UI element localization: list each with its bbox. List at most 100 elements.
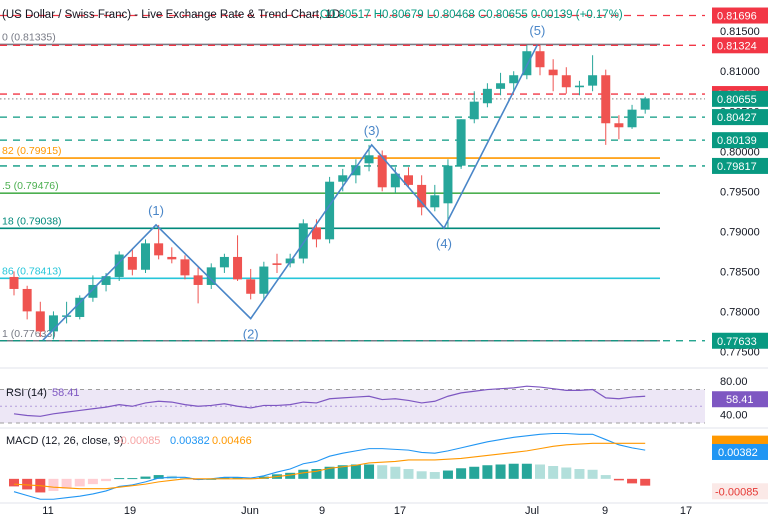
candle: [351, 159, 361, 184]
candle-body: [640, 98, 650, 110]
candle-body: [246, 279, 256, 294]
time-tick-label: 9: [319, 505, 325, 517]
price-badge: [712, 332, 768, 349]
rsi-value-badge: [712, 391, 768, 408]
macd-hist-label: -0.00085: [117, 435, 160, 447]
macd-line: [13, 432, 646, 500]
candle: [22, 285, 32, 320]
candle-body: [588, 75, 598, 86]
macd-histogram-bar: [548, 466, 559, 479]
macd-histogram-bar: [508, 463, 519, 479]
price-tick-label: 0.78000: [720, 306, 760, 318]
macd-title: MACD (12, 26, close, 9): [6, 435, 123, 447]
candle: [75, 295, 85, 320]
candle: [141, 239, 150, 273]
wave-label: (2): [243, 327, 259, 342]
time-tick-label: Jun: [241, 505, 259, 517]
candle-body: [496, 83, 506, 89]
candle: [509, 71, 519, 92]
candle-body: [101, 276, 111, 285]
rsi-value-badge-label: 58.41: [726, 394, 754, 406]
fib-label-5: 1 (0.77633): [2, 328, 56, 340]
chart-title: (US Dollar / Swiss Franc) - Live Exchang…: [2, 9, 340, 21]
candle: [325, 176, 335, 244]
candle: [548, 59, 558, 92]
macd-histogram-bar: [101, 478, 112, 482]
macd-histogram-bar: [61, 478, 72, 489]
candle: [443, 159, 453, 229]
fib-label-0: 0 (0.81335): [2, 31, 56, 43]
candle-body: [469, 101, 479, 120]
candle-body: [88, 284, 98, 298]
candle: [535, 44, 545, 76]
candle-body: [127, 256, 137, 270]
candle: [48, 311, 58, 340]
macd-signal-line: [13, 442, 646, 490]
candle: [456, 119, 466, 169]
macd-histogram-bar: [521, 463, 532, 479]
candle-body: [325, 181, 335, 240]
macd-histogram-bar: [535, 464, 545, 479]
candle: [627, 104, 637, 129]
price-tick-label: 0.79500: [720, 186, 760, 198]
candle: [180, 255, 190, 280]
time-tick-label: 17: [680, 505, 692, 517]
macd-line-label: 0.00382: [170, 435, 210, 447]
rsi-line: [13, 385, 646, 417]
price-badge: [712, 7, 768, 24]
candle: [640, 96, 650, 114]
candle-body: [522, 51, 532, 76]
candle-body: [535, 51, 545, 68]
macd-hist-badge-label: -0.00085: [715, 486, 758, 498]
candle-body: [338, 175, 348, 182]
candle-body: [233, 256, 243, 280]
macd-histogram-bar: [337, 465, 348, 479]
time-axis: 11 19 Jun 9 17 Jul 9 17: [42, 505, 692, 517]
candle-body: [35, 311, 45, 332]
macd-histogram-bar: [640, 478, 651, 486]
candle-body: [154, 243, 164, 256]
candle-body: [627, 109, 637, 128]
candle-body: [548, 69, 558, 76]
wave-label: (1): [148, 203, 164, 218]
wave-label: (4): [436, 236, 452, 251]
macd-histogram-bar: [456, 468, 467, 479]
candle: [601, 69, 611, 145]
grid-layer: [0, 367, 768, 504]
macd-line-badge-label: 0.00382: [718, 447, 758, 459]
candle-body: [509, 75, 519, 84]
macd-histogram-bar: [324, 466, 335, 479]
candle: [154, 224, 164, 260]
elliott-waves: (1) (2) (3) (4) (5): [42, 23, 545, 342]
candle: [206, 263, 216, 289]
candle-body: [443, 165, 453, 204]
candle-body: [417, 184, 427, 208]
price-tick-label: 0.81500: [720, 26, 760, 38]
candle-body: [601, 75, 611, 124]
candle: [114, 251, 124, 281]
price-badge: [712, 109, 768, 126]
candle: [469, 91, 479, 124]
price-tick-label: 0.78500: [720, 266, 760, 278]
rsi-tick-label: 80.00: [720, 376, 748, 388]
candle: [522, 44, 532, 80]
candle-body: [561, 75, 571, 88]
price-badge-label: 0.80655: [717, 94, 757, 106]
macd-histogram-bar: [469, 466, 480, 479]
price-badge: [712, 132, 768, 149]
candles[interactable]: [9, 44, 650, 340]
candle: [430, 184, 440, 212]
candle-body: [114, 254, 124, 277]
price-tick-label: 0.80000: [720, 146, 760, 158]
macd-histogram-bar: [627, 478, 638, 484]
candle-body: [311, 227, 321, 240]
candle-body: [259, 266, 269, 294]
candle-body: [75, 297, 85, 317]
candle: [417, 175, 427, 216]
macd-histogram-bar: [298, 469, 309, 479]
macd-histogram-bar: [416, 471, 427, 479]
price-tick-label: 0.81000: [720, 66, 760, 78]
macd-histogram-bar: [482, 465, 493, 479]
candle-body: [377, 155, 387, 188]
